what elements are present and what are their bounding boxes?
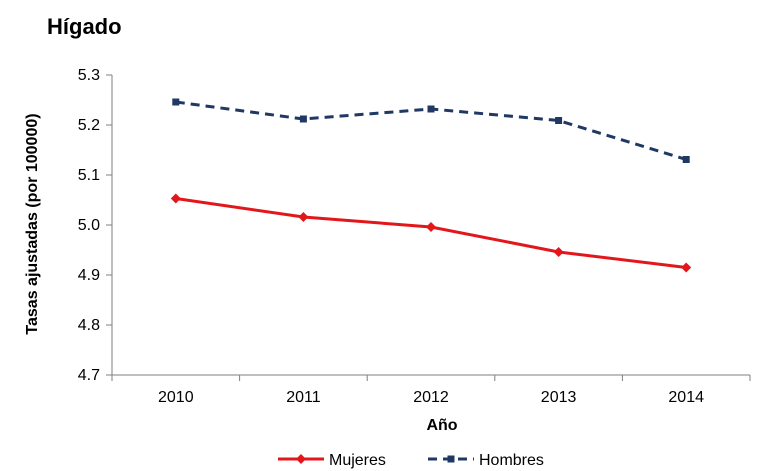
- data-point: [681, 262, 692, 273]
- data-point: [172, 98, 180, 106]
- plot-area: [170, 98, 692, 273]
- data-point: [298, 212, 309, 222]
- data-point: [426, 222, 436, 232]
- data-point: [682, 156, 690, 163]
- data-point: [427, 105, 435, 113]
- y-tick-label: 4.7: [78, 367, 100, 384]
- legend: Mujeres Hombres: [278, 452, 544, 469]
- legend-label: Mujeres: [329, 452, 386, 469]
- y-tick-label: 4.8: [78, 317, 100, 334]
- x-axis-title: Año: [426, 417, 457, 434]
- y-tick-label: 5.2: [78, 117, 100, 134]
- y-tick-label: 5.3: [78, 67, 100, 84]
- legend-label: Hombres: [479, 452, 544, 469]
- x-tick-label: 2011: [286, 389, 321, 406]
- y-tick-label: 4.9: [78, 267, 100, 284]
- data-point: [555, 117, 563, 124]
- x-tick-label: 2014: [668, 389, 704, 406]
- x-tick-label: 2013: [541, 389, 577, 406]
- legend-marker: [447, 455, 455, 463]
- y-tick-label: 5.0: [78, 217, 100, 234]
- series-line-mujeres: [175, 197, 687, 269]
- y-axis-title: Tasas ajustadas (por 100000): [24, 113, 41, 334]
- axes: 4.7 4.8 4.9 5.0 5.1 5.2 5.3 2010 2011 2012 2013 201…: [78, 67, 751, 406]
- data-point: [170, 193, 181, 204]
- chart-title: Hígado: [47, 14, 122, 39]
- data-point: [553, 247, 564, 257]
- data-point: [299, 115, 307, 123]
- y-tick-label: 5.1: [78, 167, 100, 184]
- x-tick-label: 2010: [158, 389, 194, 406]
- x-tick-label: 2012: [413, 389, 449, 406]
- legend-marker: [296, 454, 306, 464]
